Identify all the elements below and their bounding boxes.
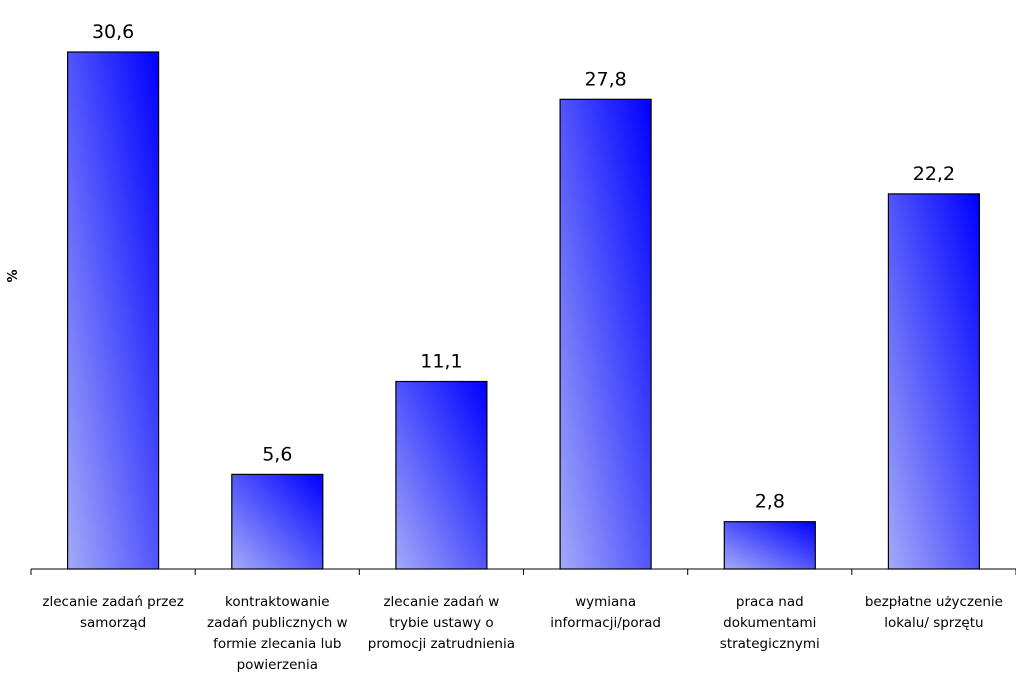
- bars-group: [66, 51, 981, 570]
- category-label-3: zlecanie zadań w trybie ustawy o promocji …: [368, 594, 515, 652]
- category-label-6: bezpłatne użyczenie lokalu/ sprzętu: [865, 594, 1003, 631]
- value-label-1: 30,6: [92, 21, 134, 43]
- category-label-5: praca nad dokumentami strategicznymi: [720, 594, 820, 652]
- bar-2: [231, 473, 324, 570]
- category-labels-group: zlecanie zadań przez samorząd kontraktowan…: [42, 594, 1003, 673]
- category-label-4: wymiana informacji/porad: [550, 594, 661, 631]
- value-label-2: 5,6: [262, 443, 292, 465]
- y-axis-title: %: [6, 269, 21, 282]
- value-label-3: 11,1: [420, 351, 462, 373]
- bar-3: [395, 380, 488, 570]
- category-label-2: kontraktowanie zadań publicznych w formie …: [207, 594, 348, 673]
- value-label-5: 2,8: [755, 491, 785, 513]
- bar-1: [66, 51, 160, 570]
- value-label-6: 22,2: [913, 163, 955, 185]
- value-labels-group: 30,6 5,6 11,1 27,8 2,8 22,2: [92, 21, 955, 513]
- x-axis: [30, 568, 1016, 575]
- bar-5: [723, 521, 816, 570]
- bar-4: [559, 98, 652, 570]
- bar-6: [887, 193, 981, 570]
- category-label-1: zlecanie zadań przez samorząd: [42, 594, 183, 631]
- value-label-4: 27,8: [584, 68, 626, 90]
